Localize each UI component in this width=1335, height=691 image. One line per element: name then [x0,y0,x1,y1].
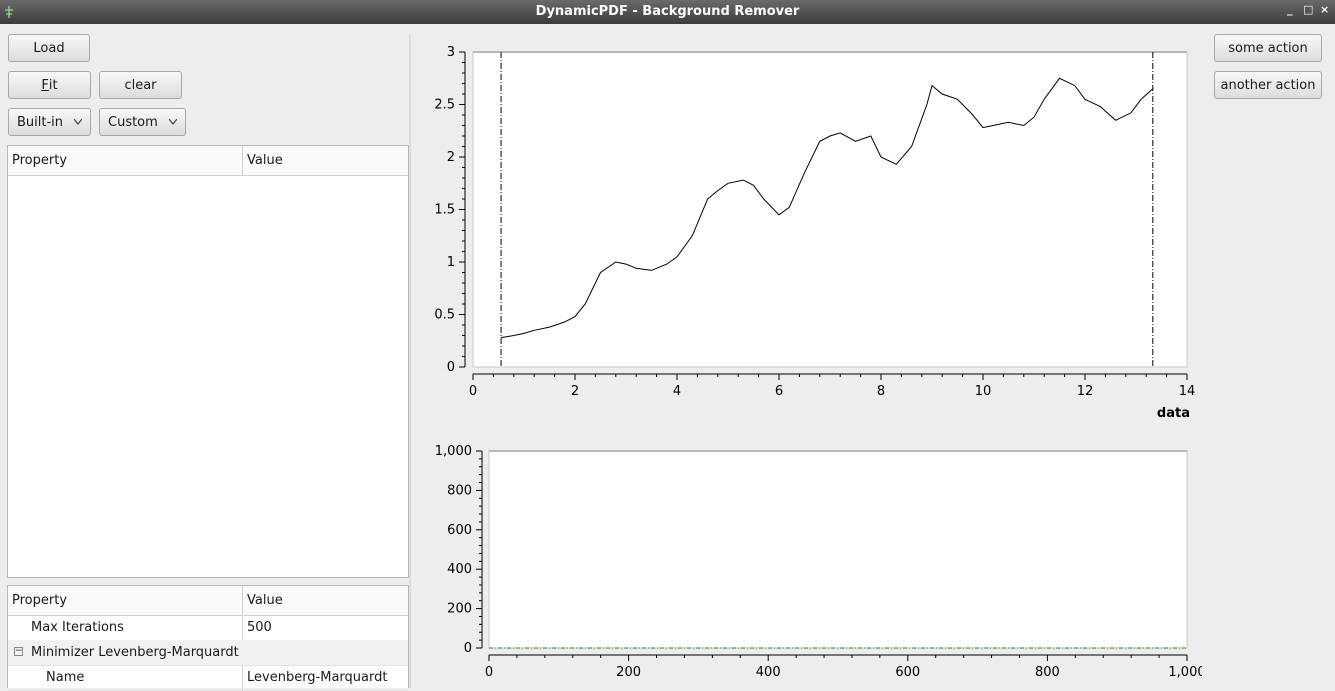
y-tick-label: 200 [447,602,472,617]
y-tick-label: 0 [447,360,455,375]
x-tick-label: 1,000 [1168,665,1202,680]
app-icon [5,6,13,18]
x-tick-label: 600 [895,665,920,680]
x-tick-label: 6 [775,384,783,399]
x-tick-label: 2 [571,384,579,399]
row-property: Max Iterations [31,620,124,635]
y-tick-label: 1.5 [434,203,455,218]
y-tick-label: 600 [447,523,472,538]
clear-button[interactable]: clear [99,71,182,99]
row-property: Minimizer Levenberg-Marquardt [31,645,239,660]
fit-button-label: it [48,77,58,93]
another-action-label: another action [1220,77,1316,93]
x-tick-label: 14 [1179,384,1196,399]
y-tick-label: 0 [464,641,472,656]
x-tick-label: 10 [975,384,992,399]
series-line [501,77,1154,339]
x-tick-label: 8 [877,384,885,399]
row-value[interactable]: 500 [247,620,272,635]
collapse-icon[interactable]: − [14,646,23,656]
minimize-icon[interactable]: _ [1287,3,1293,16]
column-divider[interactable] [242,586,243,615]
row-property: Name [46,670,85,685]
header-value[interactable]: Value [247,593,283,608]
custom-select[interactable]: Custom [99,108,186,136]
header-property[interactable]: Property [12,593,68,608]
row-value[interactable]: Levenberg-Marquardt [247,670,388,685]
some-action-button[interactable]: some action [1214,34,1322,62]
plot-area [472,51,1188,368]
custom-select-label: Custom [108,114,158,130]
builtin-select[interactable]: Built-in [8,108,91,136]
y-tick-label: 1 [447,255,455,270]
maximize-icon[interactable]: □ [1303,3,1314,16]
chevron-down-icon [169,119,177,125]
splitter-handle[interactable] [409,34,411,688]
y-tick-label: 400 [447,562,472,577]
y-tick-label: 800 [447,483,472,498]
property-table-lower[interactable]: Property Value Max Iterations 500 − Mini… [7,585,409,691]
table-header: Property Value [8,586,408,616]
y-tick-label: 0.5 [434,308,455,323]
x-tick-label: 400 [756,665,781,680]
title-bar: DynamicPDF - Background Remover _ □ × [0,0,1335,24]
y-tick-label: 2 [447,150,455,165]
clear-button-label: clear [124,77,157,93]
plot-area [488,450,1188,649]
x-tick-label: 12 [1077,384,1094,399]
y-tick-label: 3 [447,45,455,60]
chevron-down-icon [74,119,82,125]
load-button-label: Load [33,40,65,56]
header-property[interactable]: Property [12,153,68,168]
load-button[interactable]: Load [8,34,90,62]
property-table-upper[interactable]: Property Value [7,145,409,578]
window-title: DynamicPDF - Background Remover [535,4,800,19]
x-tick-label: 800 [1035,665,1060,680]
data-chart[interactable]: 0 0.5 1 1.5 2 2.5 3 0 2 4 6 8 10 12 14 data [412,40,1202,432]
y-tick-label: 1,000 [435,444,472,459]
table-row[interactable]: Name Levenberg-Marquardt [8,665,408,691]
y-tick-label: 2.5 [434,98,455,113]
column-divider [242,665,243,690]
x-axis-label: data [1157,406,1190,421]
header-value[interactable]: Value [247,153,283,168]
close-icon[interactable]: × [1320,3,1330,16]
table-header: Property Value [8,146,408,176]
fit-mnemonic: F [41,77,49,93]
x-tick-label: 0 [485,665,493,680]
x-tick-label: 0 [469,384,477,399]
x-tick-label: 200 [616,665,641,680]
column-divider[interactable] [242,146,243,175]
another-action-button[interactable]: another action [1214,71,1322,99]
table-row-group[interactable]: − Minimizer Levenberg-Marquardt [8,640,408,666]
x-tick-label: 4 [673,384,681,399]
column-divider [242,615,243,640]
some-action-label: some action [1228,40,1308,56]
table-row[interactable]: Max Iterations 500 [8,615,408,641]
residual-chart[interactable]: 0 200 400 600 800 1,000 0 200 400 600 800 1,000 [412,440,1202,688]
builtin-select-label: Built-in [17,114,64,130]
